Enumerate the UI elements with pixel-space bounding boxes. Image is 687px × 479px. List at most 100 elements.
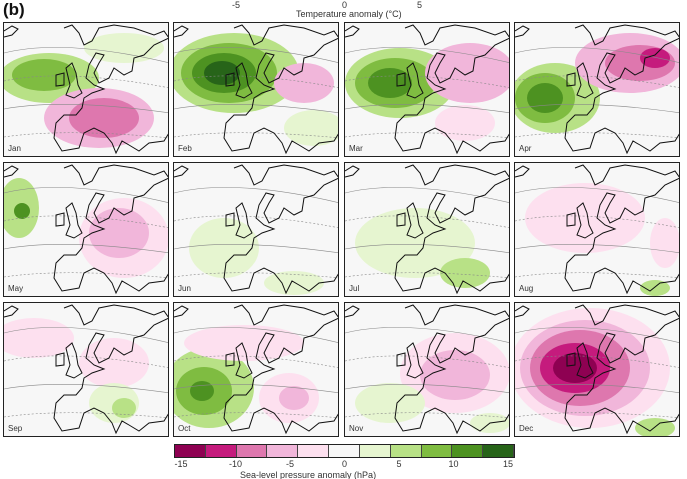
map-panel-dec: Dec <box>514 302 680 437</box>
pressure-anomaly-contour <box>527 83 563 113</box>
greenland-coast <box>174 25 189 38</box>
anomaly-map <box>4 304 168 435</box>
map-panel-jul: Jul <box>344 162 510 297</box>
pressure-anomaly-contour <box>184 325 304 361</box>
anomaly-map <box>515 24 679 155</box>
temperature-contour <box>515 272 679 279</box>
month-label: Nov <box>349 424 364 433</box>
month-label: Feb <box>178 144 192 153</box>
greenland-coast <box>345 25 360 38</box>
temperature-contour <box>174 104 338 114</box>
anomaly-map <box>515 304 679 436</box>
pressure-anomaly-contour <box>14 203 30 219</box>
anomaly-map <box>345 164 509 295</box>
colorbar-bin <box>175 445 206 457</box>
colorbar-bin <box>329 445 360 457</box>
coastline <box>53 164 168 295</box>
temperature-contour <box>4 47 168 63</box>
coastline <box>223 164 338 295</box>
temperature-contour <box>4 327 168 343</box>
colorbar-tick: -15 <box>174 459 188 469</box>
colorbar-bin <box>421 445 453 457</box>
colorbar-bin <box>205 445 237 457</box>
month-label: Dec <box>519 424 534 433</box>
pressure-anomaly-contour <box>650 218 679 268</box>
pressure-anomaly-contour <box>368 68 412 98</box>
temperature-contour <box>515 384 679 394</box>
month-label: May <box>8 284 24 293</box>
pressure-anomaly-contour <box>69 98 139 138</box>
temperature-contour <box>515 47 679 63</box>
pressure-anomaly-contour <box>284 110 338 146</box>
temperature-contour <box>515 104 679 114</box>
temperature-contour <box>4 244 168 254</box>
month-label: Jun <box>178 284 191 293</box>
pressure-anomaly-contour <box>355 208 475 278</box>
temperature-contour <box>515 327 679 343</box>
map-panel-jan: Jan <box>3 22 169 157</box>
coastline <box>564 304 679 435</box>
pressure-anomaly-contour <box>264 271 324 295</box>
pressure-anomaly-contour <box>640 280 670 296</box>
pressure-anomaly-contour <box>89 208 149 258</box>
coastline <box>564 24 679 155</box>
coastline <box>394 304 509 435</box>
pressure-anomaly-contour <box>12 59 76 91</box>
pressure-anomaly-contour <box>112 398 136 418</box>
colorbar-bin <box>267 445 299 457</box>
panel-letter: (b) <box>3 0 25 19</box>
month-label: Mar <box>349 144 363 153</box>
anomaly-map <box>345 304 509 435</box>
coastline <box>53 304 168 435</box>
coastline <box>394 164 509 295</box>
greenland-coast <box>4 165 19 178</box>
temperature-contour <box>174 244 338 254</box>
anomaly-map <box>515 164 679 296</box>
pressure-anomaly-contour <box>204 61 240 85</box>
colorbar-bin <box>359 445 391 457</box>
temp-tick: 5 <box>417 0 423 10</box>
map-panel-nov: Nov <box>344 302 510 437</box>
pressure-anomaly-contour <box>435 105 495 141</box>
colorbar-tick: 0 <box>341 459 348 469</box>
greenland-coast <box>345 305 360 318</box>
pressure-anomaly-contour <box>4 318 74 358</box>
pressure-anomaly-contour <box>79 338 149 388</box>
temperature-contour <box>4 384 168 394</box>
anomaly-map <box>174 304 338 435</box>
greenland-coast <box>4 25 19 38</box>
temperature-axis-label: Temperature anomaly (°C) <box>296 9 402 19</box>
colorbar-bin <box>390 445 422 457</box>
temperature-contour <box>174 187 338 203</box>
pressure-anomaly-contour <box>355 383 425 423</box>
pressure-anomaly-contour <box>440 258 490 288</box>
coastline <box>564 164 679 295</box>
pressure-anomaly-contour <box>189 218 259 278</box>
greenland-coast <box>515 305 530 318</box>
month-label: Jul <box>349 284 360 293</box>
temperature-contour <box>4 187 168 203</box>
temperature-contour <box>345 384 509 394</box>
temperature-contour <box>174 47 338 63</box>
temperature-contour <box>174 327 338 343</box>
pressure-anomaly-contour <box>525 183 645 253</box>
pressure-anomaly-contour <box>84 33 164 63</box>
temperature-contour <box>515 132 679 139</box>
coastline <box>223 24 338 155</box>
month-label: Oct <box>178 424 191 433</box>
anomaly-map <box>4 24 168 155</box>
colorbar <box>174 444 515 458</box>
map-panel-feb: Feb <box>173 22 339 157</box>
month-label: Apr <box>519 144 532 153</box>
pressure-anomaly-contour <box>190 381 214 401</box>
greenland-coast <box>174 165 189 178</box>
map-panel-oct: Oct <box>173 302 339 437</box>
pressure-anomaly-contour <box>274 63 334 103</box>
temperature-contour <box>515 187 679 203</box>
temperature-contour <box>4 104 168 114</box>
temperature-contour <box>345 187 509 203</box>
temperature-contour <box>345 327 509 343</box>
month-label: Aug <box>519 284 534 293</box>
temp-tick: 0 <box>342 0 348 10</box>
